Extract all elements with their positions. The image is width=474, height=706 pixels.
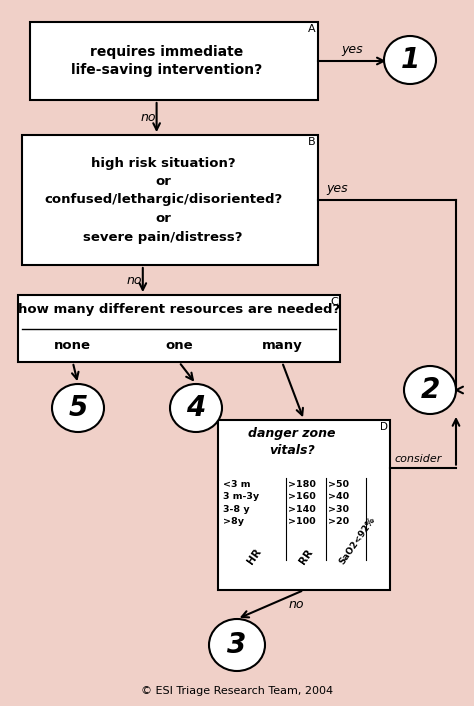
Text: none: none bbox=[54, 339, 91, 352]
Text: how many different resources are needed?: how many different resources are needed? bbox=[18, 302, 340, 316]
Text: no: no bbox=[127, 273, 143, 287]
Ellipse shape bbox=[384, 36, 436, 84]
Text: no: no bbox=[141, 111, 156, 124]
Text: >8y: >8y bbox=[223, 517, 244, 526]
Text: requires immediate
life-saving intervention?: requires immediate life-saving intervent… bbox=[72, 44, 263, 77]
Bar bbox=[22, 135, 318, 265]
Text: 3: 3 bbox=[228, 631, 246, 659]
Text: 3 m-3y: 3 m-3y bbox=[223, 492, 259, 501]
Ellipse shape bbox=[209, 619, 265, 671]
Text: C: C bbox=[330, 297, 338, 307]
Text: consider: consider bbox=[394, 453, 441, 464]
Text: 5: 5 bbox=[68, 394, 88, 422]
Text: one: one bbox=[165, 339, 193, 352]
Bar bbox=[218, 420, 390, 590]
Text: >100: >100 bbox=[288, 517, 316, 526]
Text: 2: 2 bbox=[420, 376, 439, 404]
Text: 1: 1 bbox=[401, 46, 419, 74]
Text: >20: >20 bbox=[328, 517, 349, 526]
Text: >30: >30 bbox=[328, 505, 349, 514]
Text: D: D bbox=[380, 422, 388, 432]
Text: >160: >160 bbox=[288, 492, 316, 501]
Ellipse shape bbox=[170, 384, 222, 432]
Ellipse shape bbox=[52, 384, 104, 432]
Text: >180: >180 bbox=[288, 480, 316, 489]
Text: 3-8 y: 3-8 y bbox=[223, 505, 250, 514]
Bar bbox=[18, 295, 340, 362]
Text: yes: yes bbox=[341, 43, 363, 56]
Text: no: no bbox=[288, 598, 304, 611]
Text: many: many bbox=[262, 339, 302, 352]
Text: danger zone
vitals?: danger zone vitals? bbox=[248, 427, 336, 457]
Text: <3 m: <3 m bbox=[223, 480, 250, 489]
Text: A: A bbox=[309, 24, 316, 34]
Ellipse shape bbox=[404, 366, 456, 414]
Text: >40: >40 bbox=[328, 492, 349, 501]
Text: high risk situation?
or
confused/lethargic/disoriented?
or
severe pain/distress?: high risk situation? or confused/letharg… bbox=[44, 157, 283, 244]
Bar bbox=[30, 22, 318, 100]
Text: >50: >50 bbox=[328, 480, 349, 489]
Text: yes: yes bbox=[326, 182, 347, 195]
Text: SaO2<92%: SaO2<92% bbox=[337, 515, 377, 566]
Text: RR: RR bbox=[297, 547, 315, 566]
Text: >140: >140 bbox=[288, 505, 316, 514]
Text: © ESI Triage Research Team, 2004: © ESI Triage Research Team, 2004 bbox=[141, 686, 333, 696]
Text: 4: 4 bbox=[186, 394, 206, 422]
Text: B: B bbox=[309, 137, 316, 147]
Text: HR: HR bbox=[245, 546, 263, 566]
